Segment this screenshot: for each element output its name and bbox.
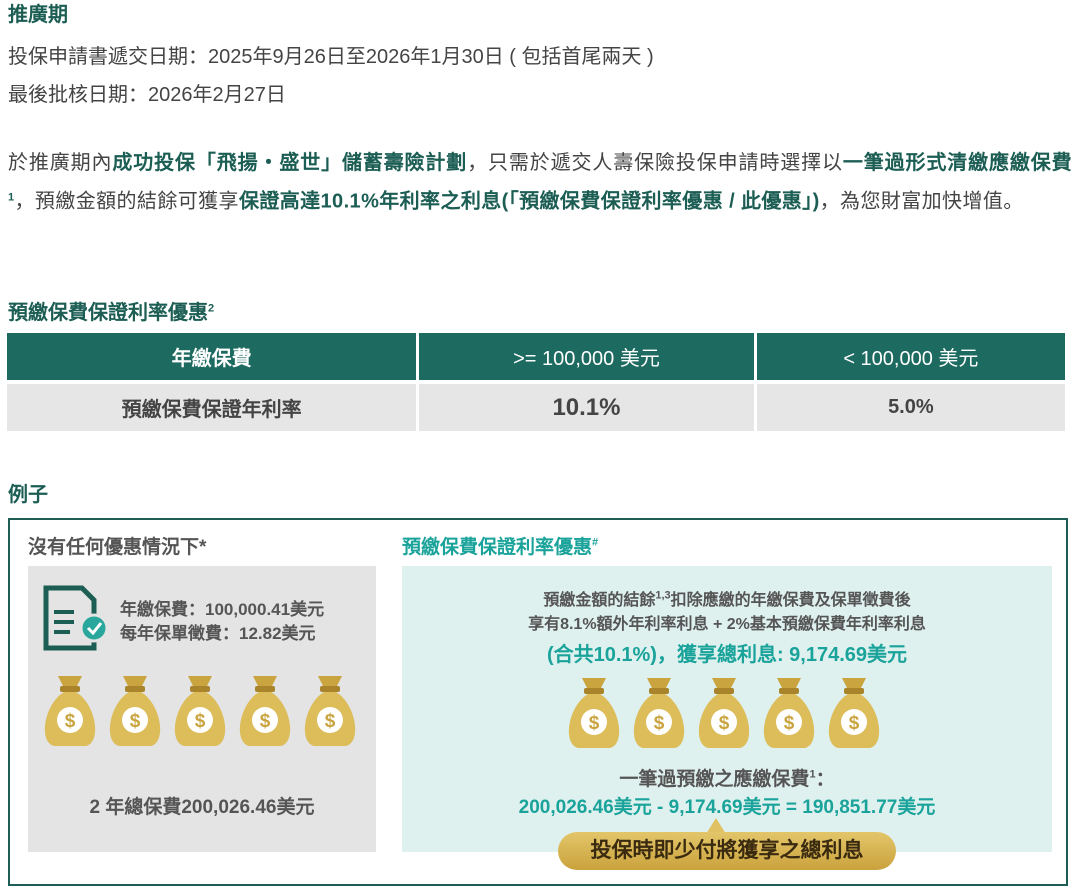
text: 扣除應繳的年繳保費及保單徵費後 <box>670 592 911 609</box>
submission-date: 投保申請書遞交日期：2025年9月26日至2026年1月30日 ( 包括首尾兩天… <box>8 46 654 68</box>
intro-paragraph: 於推廣期內成功投保「飛揚・盛世」儲蓄壽險計劃，只需於遞交人壽保險投保申請時選擇以… <box>8 146 1072 219</box>
note: 1 <box>809 768 816 781</box>
note: 1 <box>8 191 15 203</box>
money-bag: $ <box>568 678 620 748</box>
money-bag: $ <box>763 678 815 748</box>
text: 預繳金額的結餘 <box>543 592 656 609</box>
text: 成功投保「飛揚・盛世」儲蓄壽險計劃 <box>112 152 468 174</box>
money-bag: $ <box>174 676 226 746</box>
text: 保證高達10.1%年利率之利息(「預繳保費保證利率優惠 / 此優惠」) <box>238 190 820 213</box>
money-bags: $ $ $ $ $ <box>568 678 880 748</box>
bag-symbol: $ <box>654 713 665 734</box>
money-bag: $ <box>109 676 161 746</box>
bag-symbol: $ <box>260 711 271 732</box>
text: 預繳保費保證利率優惠 <box>8 302 208 324</box>
header-cell: 年繳保費 <box>7 333 417 384</box>
text: ，預繳金額的結餘可獲享 <box>14 190 239 213</box>
right-panel: 預繳金額的結餘1,3扣除應繳的年繳保費及保單徵費後 享有8.1%額外年利率利息 … <box>402 566 1052 852</box>
text: ，為您財富加快增值。 <box>819 190 1024 213</box>
text: 預繳保費保證利率優惠 <box>402 537 593 558</box>
left-line: 年繳保費：100,000.41美元 <box>120 600 325 619</box>
money-bag: $ <box>304 676 356 746</box>
example-title: 例子 <box>8 484 48 506</box>
bag-symbol: $ <box>195 711 206 732</box>
header-cell: < 100,000 美元 <box>756 333 1065 384</box>
example-box <box>8 518 1068 886</box>
right-line: 享有8.1%額外年利率利息 + 2%基本預繳保費年利率利息 <box>528 616 926 633</box>
bag-symbol: $ <box>130 711 141 732</box>
rate-table: 年繳保費 >= 100,000 美元 < 100,000 美元 預繳保費保證年利… <box>4 333 1068 431</box>
text: 一筆過形式清繳應繳保費 <box>842 152 1073 174</box>
note: 2 <box>208 302 215 315</box>
formula: 200,026.46美元 - 9,174.69美元 = 190,851.77美元 <box>518 797 936 818</box>
left-total: 2 年總保費200,026.46美元 <box>89 797 315 818</box>
promo-title: 推廣期 <box>8 4 68 26</box>
money-bag: $ <box>44 676 96 746</box>
right-title: 預繳保費保證利率優惠# <box>402 532 598 559</box>
callout-notch <box>706 818 726 834</box>
money-bags: $ $ $ $ $ <box>44 676 356 746</box>
left-line: 每年保單徵費：12.82美元 <box>120 624 316 643</box>
cell: 預繳保費保證年利率 <box>7 384 417 431</box>
bag-symbol: $ <box>325 711 336 732</box>
text: 於推廣期內 <box>8 152 113 174</box>
bag-symbol: $ <box>719 713 730 734</box>
approval-date: 最後批核日期：2026年2月27日 <box>8 84 286 106</box>
money-bag: $ <box>698 678 750 748</box>
note: # <box>592 536 599 549</box>
table-title: 預繳保費保證利率優惠2 <box>8 296 214 325</box>
cell: 10.1% <box>419 384 754 431</box>
left-panel: 年繳保費：100,000.41美元 每年保單徵費：12.82美元 $ $ $ $ $ 2… <box>28 566 376 852</box>
cell: 5.0% <box>756 384 1065 431</box>
text: ，只需於遞交人壽保險投保申請時選擇以 <box>467 152 843 174</box>
document-icon <box>43 585 109 651</box>
callout: 投保時即少付將獲享之總利息 <box>558 832 896 870</box>
right-interest: (合共10.1%)，獲享總利息: 9,174.69美元 <box>546 644 908 666</box>
text: 一筆過預繳之應繳保費 <box>619 769 810 790</box>
money-bag: $ <box>633 678 685 748</box>
bag-symbol: $ <box>65 711 76 732</box>
money-bag: $ <box>828 678 880 748</box>
text: ： <box>815 769 835 790</box>
bag-symbol: $ <box>784 713 795 734</box>
right-line: 預繳金額的結餘1,3扣除應繳的年繳保費及保單徵費後 <box>402 586 1052 610</box>
premium-label: 一筆過預繳之應繳保費1： <box>402 764 1052 791</box>
header-cell: >= 100,000 美元 <box>419 333 754 384</box>
money-bag: $ <box>239 676 291 746</box>
note: 1,3 <box>655 589 671 602</box>
bag-symbol: $ <box>589 713 600 734</box>
bag-symbol: $ <box>849 713 860 734</box>
left-title: 沒有任何優惠情況下* <box>28 537 207 558</box>
